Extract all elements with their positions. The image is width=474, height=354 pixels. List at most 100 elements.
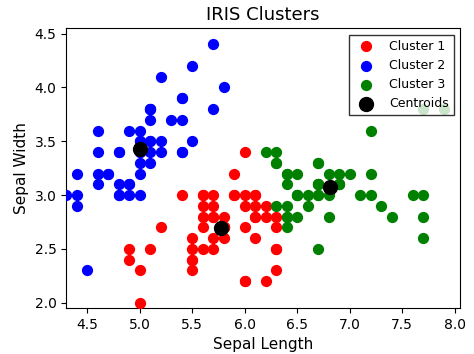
Cluster 3 — [325, 192, 332, 198]
Cluster 1 — [199, 203, 207, 209]
Cluster 3 — [283, 182, 291, 187]
Cluster 1 — [251, 203, 259, 209]
Cluster 1 — [251, 192, 259, 198]
Cluster 2 — [115, 149, 123, 155]
Cluster 1 — [241, 278, 248, 284]
Cluster 2 — [157, 149, 164, 155]
Cluster 3 — [283, 224, 291, 230]
Cluster 2 — [126, 182, 133, 187]
Cluster 2 — [146, 138, 154, 144]
Cluster 1 — [126, 246, 133, 252]
Cluster 3 — [325, 171, 332, 176]
Cluster 3 — [293, 171, 301, 176]
Cluster 3 — [273, 203, 280, 209]
Cluster 2 — [126, 182, 133, 187]
Cluster 2 — [167, 117, 175, 122]
Cluster 2 — [157, 74, 164, 80]
Cluster 2 — [178, 117, 185, 122]
Cluster 1 — [220, 224, 228, 230]
Cluster 1 — [189, 268, 196, 273]
Cluster 2 — [136, 149, 144, 155]
Cluster 2 — [189, 138, 196, 144]
Cluster 3 — [314, 160, 322, 166]
Cluster 2 — [136, 160, 144, 166]
Cluster 3 — [304, 203, 311, 209]
Cluster 3 — [283, 214, 291, 219]
Cluster 2 — [146, 106, 154, 112]
Cluster 1 — [262, 214, 270, 219]
Cluster 1 — [241, 192, 248, 198]
Point — [217, 225, 225, 231]
Cluster 3 — [409, 192, 416, 198]
Cluster 3 — [293, 192, 301, 198]
Cluster 1 — [220, 214, 228, 219]
Cluster 3 — [314, 246, 322, 252]
X-axis label: Sepal Length: Sepal Length — [213, 337, 313, 352]
Cluster 1 — [241, 278, 248, 284]
Cluster 3 — [388, 214, 395, 219]
Cluster 1 — [136, 268, 144, 273]
Cluster 1 — [210, 214, 217, 219]
Cluster 1 — [220, 224, 228, 230]
Cluster 2 — [136, 171, 144, 176]
Cluster 3 — [314, 192, 322, 198]
Cluster 2 — [178, 95, 185, 101]
Cluster 1 — [241, 149, 248, 155]
Title: IRIS Clusters: IRIS Clusters — [206, 6, 320, 24]
Cluster 3 — [262, 149, 270, 155]
Cluster 2 — [210, 106, 217, 112]
Cluster 3 — [419, 214, 427, 219]
Cluster 1 — [210, 203, 217, 209]
Cluster 3 — [293, 192, 301, 198]
Cluster 1 — [210, 192, 217, 198]
Cluster 2 — [94, 182, 101, 187]
Cluster 2 — [126, 128, 133, 133]
Cluster 1 — [230, 192, 238, 198]
Cluster 1 — [241, 224, 248, 230]
Cluster 1 — [146, 246, 154, 252]
Cluster 2 — [146, 138, 154, 144]
Cluster 3 — [293, 214, 301, 219]
Cluster 2 — [126, 192, 133, 198]
Cluster 2 — [73, 203, 81, 209]
Cluster 2 — [105, 171, 112, 176]
Cluster 2 — [189, 63, 196, 69]
Cluster 2 — [178, 95, 185, 101]
Cluster 3 — [419, 235, 427, 241]
Cluster 1 — [262, 278, 270, 284]
Cluster 3 — [283, 203, 291, 209]
Cluster 1 — [189, 257, 196, 262]
Cluster 1 — [251, 192, 259, 198]
Cluster 2 — [105, 171, 112, 176]
Cluster 2 — [94, 128, 101, 133]
Cluster 2 — [115, 149, 123, 155]
Cluster 3 — [367, 128, 374, 133]
Cluster 1 — [189, 257, 196, 262]
Cluster 1 — [273, 246, 280, 252]
Cluster 3 — [293, 192, 301, 198]
Legend: Cluster 1, Cluster 2, Cluster 3, Centroids: Cluster 1, Cluster 2, Cluster 3, Centroi… — [349, 35, 454, 115]
Cluster 3 — [356, 192, 364, 198]
Cluster 1 — [220, 224, 228, 230]
Cluster 3 — [314, 160, 322, 166]
Cluster 2 — [73, 192, 81, 198]
Cluster 3 — [335, 171, 343, 176]
Cluster 1 — [220, 224, 228, 230]
Centroids — [137, 146, 144, 152]
Cluster 1 — [210, 235, 217, 241]
Cluster 3 — [283, 214, 291, 219]
Cluster 2 — [220, 85, 228, 90]
Cluster 1 — [230, 171, 238, 176]
Cluster 3 — [273, 160, 280, 166]
Cluster 1 — [199, 224, 207, 230]
Cluster 2 — [157, 138, 164, 144]
Cluster 2 — [136, 149, 144, 155]
Cluster 1 — [251, 214, 259, 219]
Cluster 1 — [199, 214, 207, 219]
Cluster 1 — [199, 192, 207, 198]
Cluster 2 — [146, 117, 154, 122]
Cluster 2 — [63, 192, 70, 198]
Cluster 3 — [367, 192, 374, 198]
Cluster 2 — [94, 171, 101, 176]
Cluster 1 — [230, 192, 238, 198]
